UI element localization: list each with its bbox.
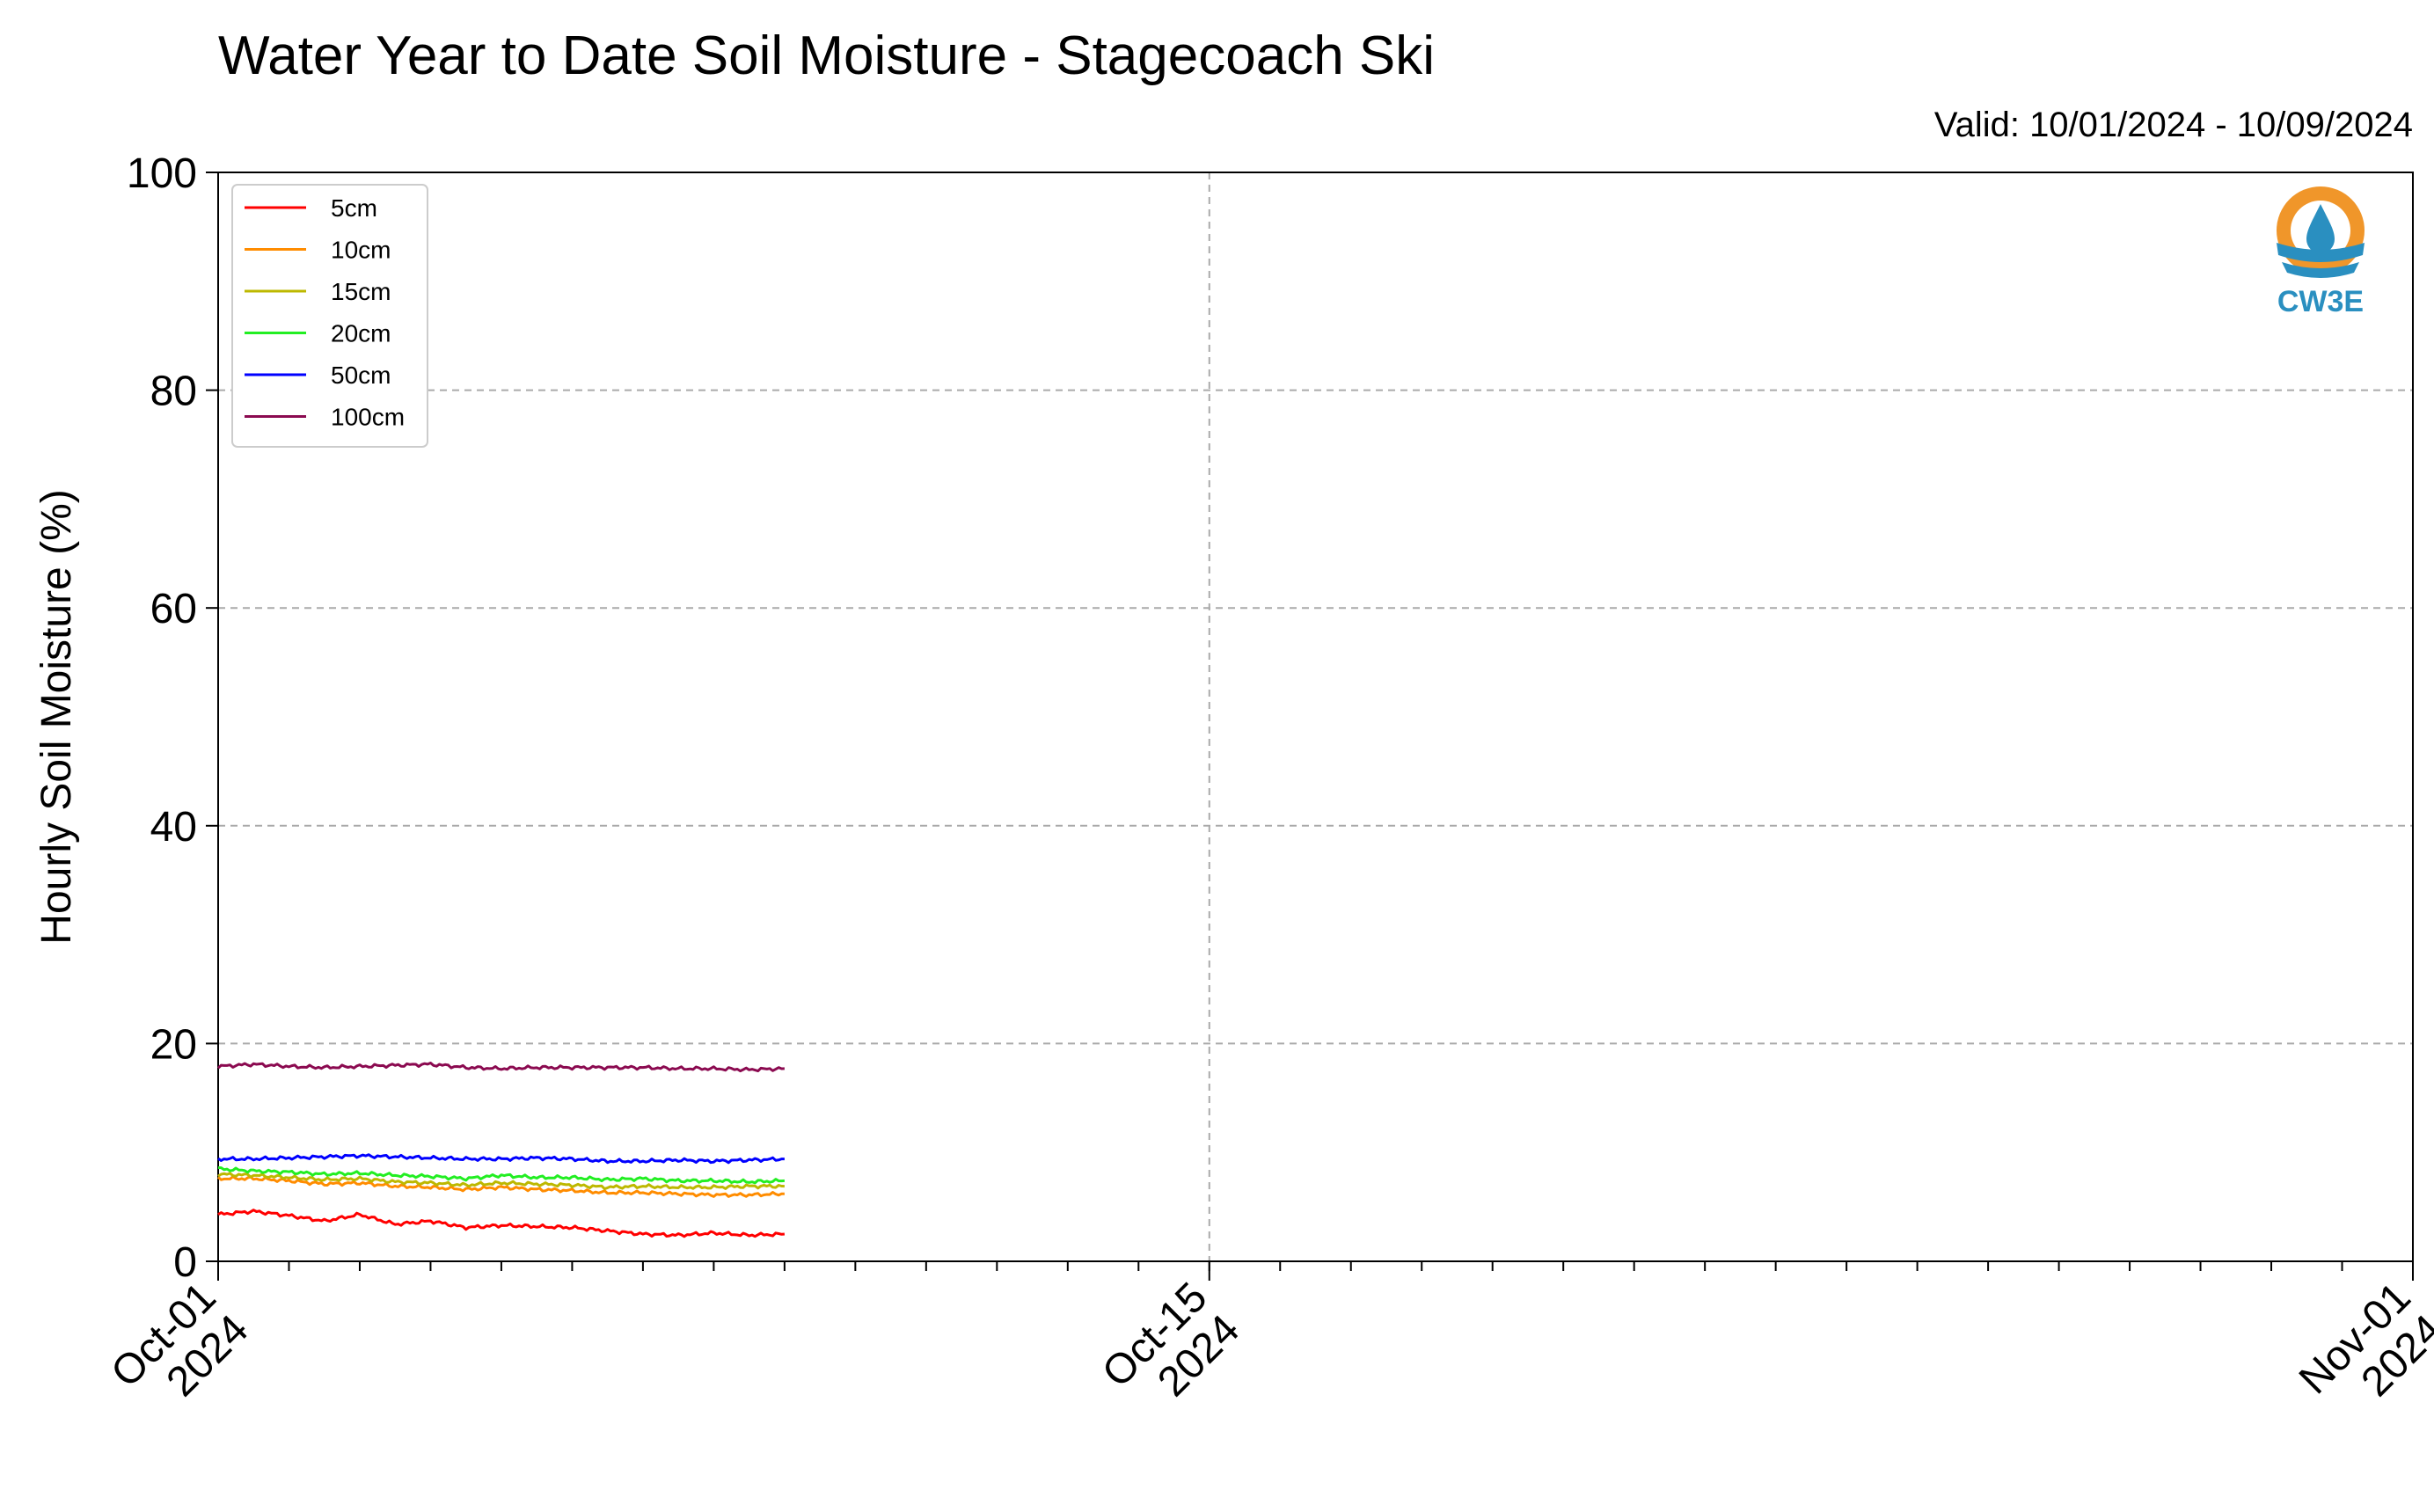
x-tick-label: Oct-012024	[102, 1274, 257, 1428]
grid-lines	[218, 172, 2413, 1261]
y-tick-label: 60	[150, 586, 197, 632]
legend-label-50cm: 50cm	[331, 362, 391, 389]
x-tick-label: Nov-012024	[2291, 1274, 2434, 1435]
series-line-20cm	[217, 1166, 785, 1185]
legend-label-20cm: 20cm	[331, 320, 391, 347]
series-layer	[216, 1062, 786, 1238]
y-tick-label: 20	[150, 1021, 197, 1068]
y-axis: 0 20 40 60 80 100	[127, 150, 218, 1286]
plot-area-frame	[217, 172, 2414, 1262]
legend-label-5cm: 5cm	[331, 194, 377, 222]
series-line-100cm	[216, 1062, 785, 1073]
x-tick-label: Oct-152024	[1093, 1274, 1248, 1428]
logo-wave-1	[2277, 243, 2365, 262]
chart-title: Water Year to Date Soil Moisture - Stage…	[218, 26, 1436, 86]
y-tick-label: 40	[150, 804, 197, 851]
cw3e-logo-icon: CW3E	[2277, 186, 2365, 318]
x-axis: Oct-012024 Oct-152024 Nov-012024	[102, 1261, 2434, 1435]
series-line-10cm	[217, 1175, 785, 1198]
y-tick-label: 0	[173, 1239, 197, 1286]
legend-label-15cm: 15cm	[331, 278, 391, 305]
series-line-15cm	[217, 1172, 785, 1191]
logo-text: CW3E	[2277, 285, 2364, 318]
valid-date-range: Valid: 10/01/2024 - 10/09/2024	[1933, 106, 2413, 144]
series-line-50cm	[217, 1153, 785, 1165]
y-axis-label: Hourly Soil Moisture (%)	[33, 489, 80, 944]
legend-label-100cm: 100cm	[331, 404, 405, 431]
y-tick-label: 100	[127, 150, 197, 197]
legend-label-10cm: 10cm	[331, 237, 391, 264]
y-tick-label: 80	[150, 369, 197, 415]
logo-wave-2	[2282, 262, 2359, 278]
legend: 5cm 10cm 15cm 20cm 50cm 100cm	[231, 184, 428, 448]
logo-drop	[2306, 204, 2335, 253]
series-line-5cm	[217, 1209, 786, 1238]
